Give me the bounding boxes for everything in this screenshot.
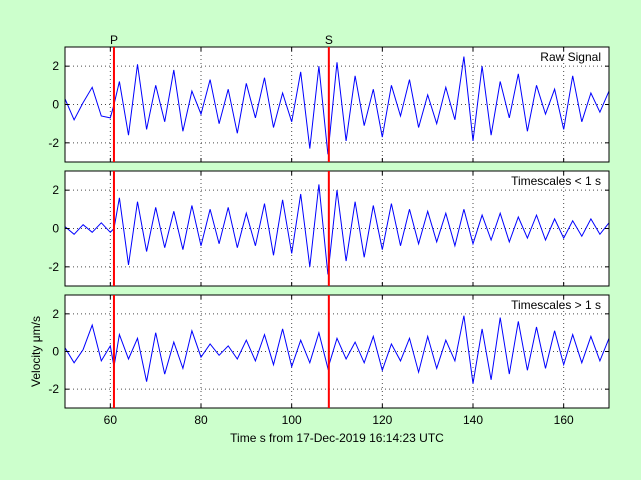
y-axis-label: Velocity μm/s bbox=[29, 316, 43, 387]
y-tick-label: -2 bbox=[48, 260, 59, 274]
panel-2: -2 0 2 Timescales < 1 s bbox=[48, 170, 610, 287]
x-tick-label: 120 bbox=[372, 413, 392, 427]
x-tick-label: 140 bbox=[463, 413, 483, 427]
x-tick-label: 60 bbox=[104, 413, 118, 427]
y-tick-label: 0 bbox=[52, 222, 59, 236]
panel-3: -2 0 2 60 80 100 120 140 160 Timescales > 1 s Velo… bbox=[29, 294, 610, 427]
phase-marker-label: S bbox=[325, 33, 333, 47]
y-tick-label: -2 bbox=[48, 382, 59, 396]
panel-title: Raw Signal bbox=[540, 50, 601, 64]
x-tick-label: 160 bbox=[554, 413, 574, 427]
panels-group: -2 0 2 Raw Signal -2 0 2 Timescales < 1 s -2 0 2 60… bbox=[29, 46, 610, 427]
phase-marker-label: P bbox=[110, 33, 118, 47]
y-tick-label: 2 bbox=[52, 183, 59, 197]
signal-trace bbox=[64, 184, 610, 275]
y-tick-label: 2 bbox=[52, 307, 59, 321]
signal-trace bbox=[64, 56, 610, 155]
panel-title: Timescales < 1 s bbox=[511, 174, 601, 188]
panel-title: Timescales > 1 s bbox=[511, 298, 601, 312]
y-tick-label: 0 bbox=[52, 345, 59, 359]
y-tick-label: 2 bbox=[52, 59, 59, 73]
x-axis-label: Time s from 17-Dec-2019 16:14:23 UTC bbox=[230, 431, 444, 445]
x-tick-label: 100 bbox=[282, 413, 302, 427]
y-tick-label: -2 bbox=[48, 136, 59, 150]
x-tick-label: 80 bbox=[194, 413, 208, 427]
signal-trace bbox=[64, 315, 610, 384]
y-tick-label: 0 bbox=[52, 98, 59, 112]
panel-1: -2 0 2 Raw Signal bbox=[48, 46, 610, 163]
